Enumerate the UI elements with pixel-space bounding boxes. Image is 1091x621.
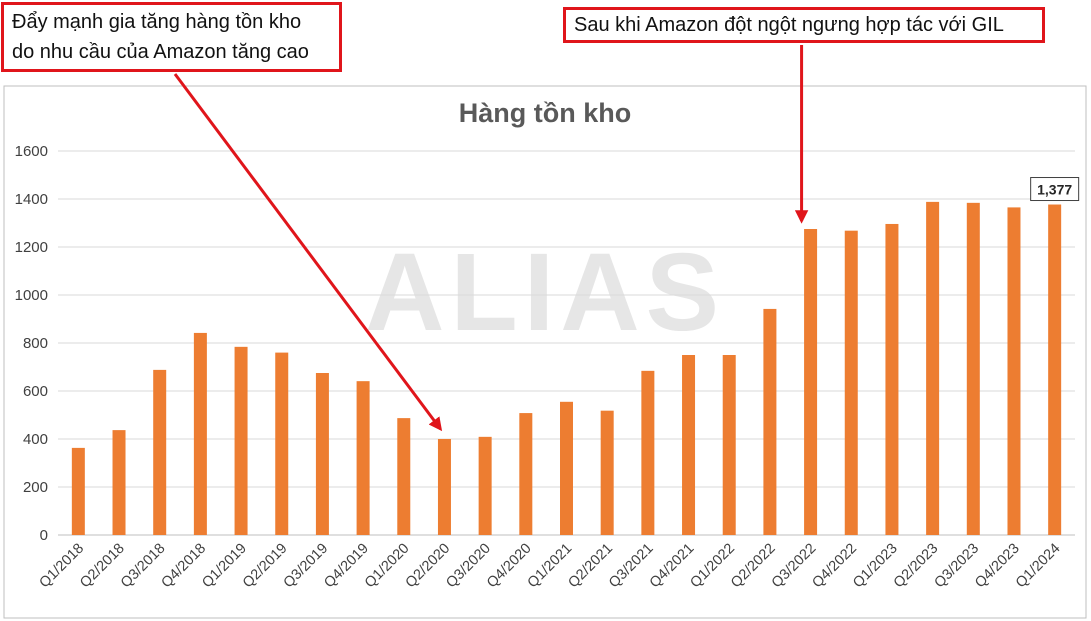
y-tick-label: 400 xyxy=(23,431,48,448)
chart-title: Hàng tồn kho xyxy=(459,98,631,128)
data-labels: 1,377 xyxy=(1030,177,1080,202)
bars xyxy=(71,201,1062,535)
watermark: ALIAS xyxy=(365,231,725,354)
callout-inventory-increase: Đẩy mạnh gia tăng hàng tồn kho do nhu cầ… xyxy=(1,2,342,72)
callout-arrows xyxy=(173,45,809,432)
bar xyxy=(193,332,207,535)
bar xyxy=(478,436,492,535)
y-tick-label: 0 xyxy=(40,527,48,544)
bar xyxy=(1048,204,1062,535)
bar xyxy=(112,430,126,535)
bar xyxy=(641,370,655,535)
callout-left-line2: do nhu cầu của Amazon tăng cao xyxy=(12,41,309,63)
bar xyxy=(519,413,533,535)
bar xyxy=(1007,207,1021,535)
bar xyxy=(275,352,289,535)
y-tick-label: 600 xyxy=(23,383,48,400)
y-tick-label: 200 xyxy=(23,479,48,496)
y-tick-label: 1600 xyxy=(15,143,48,160)
y-axis-ticks: 0 200 400 600 800 1000 1200 1400 1600 xyxy=(15,143,48,544)
bar xyxy=(926,201,940,535)
bar xyxy=(682,355,696,535)
callout-left-line1: Đẩy mạnh gia tăng hàng tồn kho xyxy=(12,11,302,33)
data-label-box xyxy=(1030,177,1080,202)
y-tick-label: 1400 xyxy=(15,191,48,208)
bar xyxy=(966,202,980,535)
bar xyxy=(315,373,329,535)
bar xyxy=(71,447,85,535)
gridlines xyxy=(58,150,1075,536)
callout-amazon-stop: Sau khi Amazon đột ngột ngưng hợp tác vớ… xyxy=(563,7,1045,43)
bar xyxy=(722,355,736,535)
callout-left-arrow xyxy=(173,73,443,432)
bar xyxy=(234,346,248,535)
bar xyxy=(397,418,411,535)
chart-frame xyxy=(3,85,1087,619)
y-tick-label: 1000 xyxy=(15,287,48,304)
bar xyxy=(153,369,167,535)
y-tick-label: 800 xyxy=(23,335,48,352)
bar xyxy=(885,223,899,535)
bar xyxy=(560,401,573,535)
bar xyxy=(437,439,451,535)
bar xyxy=(600,410,614,535)
bar xyxy=(356,381,370,535)
y-tick-label: 1200 xyxy=(15,239,48,256)
data-label: 1,377 xyxy=(1037,182,1072,198)
bar xyxy=(804,229,818,535)
bar xyxy=(763,308,777,535)
bar xyxy=(844,230,858,535)
callout-right-text: Sau khi Amazon đột ngột ngưng hợp tác vớ… xyxy=(574,14,1004,36)
